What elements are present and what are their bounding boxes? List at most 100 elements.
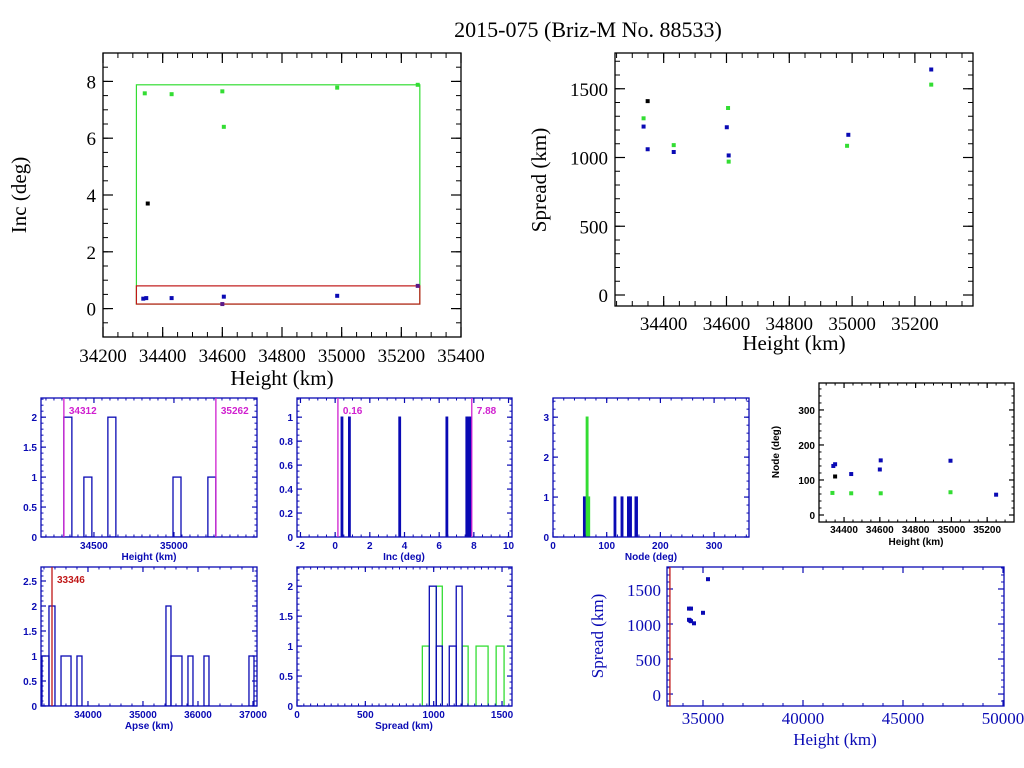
x-tick-label: 34600 [199, 346, 247, 367]
x-tick-label: 34000 [74, 710, 102, 721]
green-data-point [220, 89, 225, 94]
y-tick-label: 2 [543, 453, 549, 464]
plot-area [421, 585, 505, 706]
green-data-point [335, 85, 340, 90]
green-data-point [169, 92, 174, 97]
y-tick-label: 0.4 [279, 485, 293, 496]
green-data-point [726, 106, 731, 110]
blue-data-point [846, 132, 851, 137]
histogram-bar [421, 645, 430, 706]
marker-label: 34312 [69, 406, 97, 417]
blue-data-point [688, 618, 692, 623]
histogram-bar [60, 655, 72, 706]
x-tick-label: 2 [367, 541, 373, 552]
plot-area [641, 67, 934, 164]
y-tick-label: 0 [599, 286, 609, 307]
histogram-bar [587, 496, 591, 537]
x-tick-label: 8 [471, 541, 477, 552]
blue-data-point [692, 621, 696, 626]
x-tick-label: 35200 [891, 314, 939, 335]
y-tick-label: 2.5 [23, 577, 37, 588]
histogram-bar [613, 496, 617, 537]
blue-data-point [689, 606, 693, 611]
green-data-point [830, 490, 835, 495]
x-tick-label: 10 [503, 541, 515, 552]
y-tick-label: 0 [809, 511, 815, 522]
y-axis-label: Spread (km) [527, 128, 551, 232]
y-tick-label: 500 [580, 217, 609, 238]
plot-frame [102, 52, 462, 338]
y-axis-label: Node (deg) [771, 426, 782, 478]
x-tick-label: 100 [598, 541, 615, 552]
histogram-bar [455, 585, 463, 706]
histogram-bar [165, 605, 172, 706]
x-tick-label: 35000 [129, 710, 157, 721]
green-data-point [142, 91, 147, 96]
black-data-point [833, 474, 838, 479]
histogram-bar [107, 416, 117, 537]
marker-label: 7.88 [477, 406, 497, 417]
y-tick-label: 0 [287, 702, 293, 713]
y-tick-label: 1000 [627, 616, 661, 635]
histogram-bar [187, 655, 194, 706]
x-tick-label: 0 [294, 710, 300, 721]
x-tick-label: 34800 [766, 314, 814, 335]
blue-data-point [645, 147, 650, 152]
histogram-bar [170, 655, 183, 706]
x-tick-label: 36000 [184, 710, 212, 721]
blue-data-point [701, 610, 705, 615]
x-tick-label: 50000 [982, 709, 1024, 728]
green-range-box [135, 84, 421, 305]
histogram-bar [76, 655, 83, 706]
spread-histogram-panel: 0 500 1000 1500 0 0.5 1 1.5 2 Spread (km) [279, 566, 514, 732]
y-tick-label: 0 [31, 533, 37, 544]
apse-histogram-panel: 34000 35000 36000 37000 0 0.5 1 1.5 2 2.5 33346 Aps… [23, 566, 267, 732]
plot-area [41, 605, 255, 706]
x-axis-label: Height (km) [122, 552, 177, 563]
x-tick-label: -2 [296, 541, 305, 552]
y-tick-label: 100 [798, 476, 815, 487]
blue-data-point [221, 294, 226, 299]
y-tick-label: 2 [287, 582, 293, 593]
marker-label: 35262 [221, 406, 249, 417]
purple-data-point [415, 283, 420, 288]
histogram-bar [203, 655, 210, 706]
y-tick-label: 1500 [627, 581, 661, 600]
histogram-bar [626, 496, 630, 537]
histogram-bar [83, 476, 93, 537]
x-axis-label: Height (km) [742, 331, 845, 355]
histogram-bar [340, 416, 344, 537]
x-tick-label: 0 [332, 541, 338, 552]
y-tick-label: 6 [87, 129, 97, 150]
y-tick-label: 0.5 [23, 677, 37, 688]
x-tick-label: 35000 [828, 314, 876, 335]
x-axis-label: Height (km) [793, 730, 877, 749]
x-axis-label: Inc (deg) [383, 552, 425, 563]
plot-frame [40, 566, 258, 707]
spread-vs-height-panel: 34400 34600 34800 35000 35200 0 500 1000 1500 Hei… [527, 52, 974, 355]
y-tick-label: 3 [543, 413, 549, 424]
spread-vs-height-wide-panel: 35000 40000 45000 50000 0 500 1000 1500 Height (… [588, 566, 1024, 749]
y-tick-label: 0 [87, 300, 97, 321]
histogram-bar [585, 416, 589, 537]
histogram-bar [495, 645, 505, 706]
green-data-point [221, 124, 226, 129]
y-tick-label: 300 [798, 406, 815, 417]
histogram-bar [63, 416, 73, 537]
node-vs-height-panel: 34400 34600 34800 35000 35200 0 100 200 300 Heigh… [771, 382, 1015, 548]
x-tick-label: 1000 [423, 710, 446, 721]
x-tick-label: 35200 [378, 346, 426, 367]
plot-area [135, 82, 421, 307]
x-tick-label: 35000 [937, 525, 965, 536]
height-histogram-panel: 34500 35000 0 0.5 1 1.5 2 34312 35262 Height (km) [23, 397, 258, 563]
plot-frame [296, 566, 513, 707]
x-tick-label: 200 [652, 541, 669, 552]
x-tick-label: 35200 [973, 525, 1001, 536]
histogram-bar [461, 645, 469, 706]
y-tick-label: 8 [87, 72, 97, 93]
y-tick-label: 0 [31, 702, 37, 713]
x-tick-label: 34200 [79, 346, 127, 367]
x-axis-label: Node (deg) [625, 552, 677, 563]
